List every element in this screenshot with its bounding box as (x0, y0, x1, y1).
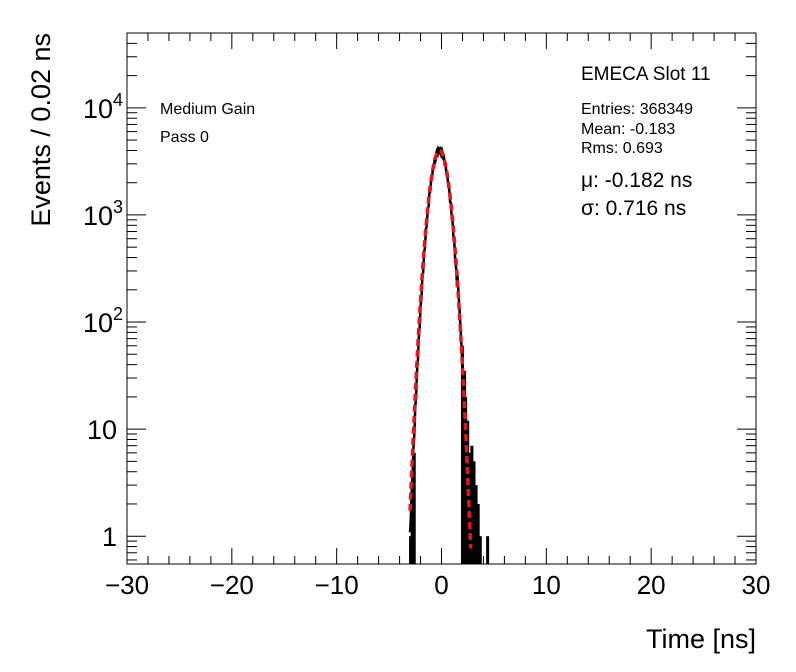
x-tick-label: −20 (210, 570, 254, 600)
histogram-tail-bins (409, 345, 490, 564)
y-tick-label: 104 (83, 90, 123, 124)
y-tick-labels: 1 10 102 103 104 (83, 90, 123, 552)
gaussian-fit-curve (408, 148, 473, 549)
y-tick-label: 10 (87, 415, 117, 445)
stat-rms: Rms: 0.693 (581, 140, 663, 157)
y-tick-label: 103 (83, 197, 123, 231)
y-tick-label: 1 (102, 522, 117, 552)
minor-ticks (127, 32, 756, 564)
x-tick-label: 0 (434, 570, 448, 600)
x-axis-label: Time [ns] (646, 624, 756, 654)
stat-mean: Mean: -0.183 (581, 121, 675, 138)
gain-label: Medium Gain (160, 101, 255, 118)
x-tick-label: 20 (637, 570, 666, 600)
fit-sigma-label: σ: 0.716 ns (581, 197, 686, 220)
x-tick-label: 10 (532, 570, 561, 600)
major-ticks (126, 33, 757, 564)
chart-title: EMECA Slot 11 (581, 64, 711, 85)
y-tick-label: 102 (83, 304, 123, 338)
x-tick-label: −30 (105, 570, 149, 600)
y-axis-label: Events / 0.02 ns (26, 33, 56, 227)
pass-label: Pass 0 (160, 129, 209, 146)
x-tick-label: 30 (742, 570, 771, 600)
stat-entries: Entries: 368349 (581, 101, 693, 118)
x-tick-labels: −30 −20 −10 0 10 20 30 (105, 570, 771, 600)
x-tick-label: −10 (315, 570, 359, 600)
fit-mu-label: μ: -0.182 ns (581, 169, 692, 192)
